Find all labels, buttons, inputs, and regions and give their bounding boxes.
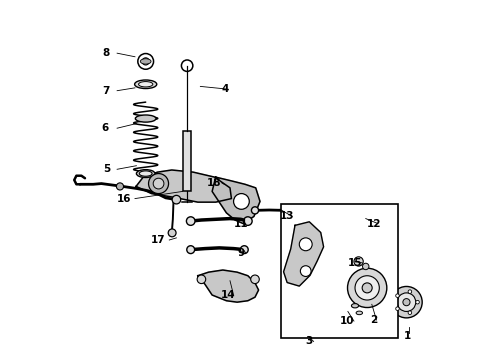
Bar [281,204,398,338]
Circle shape [142,58,149,65]
Circle shape [251,207,259,214]
Circle shape [355,276,379,300]
Circle shape [234,194,249,209]
Circle shape [168,229,176,237]
Circle shape [244,217,252,225]
Circle shape [299,238,312,251]
Circle shape [396,294,399,297]
Circle shape [408,290,412,293]
Ellipse shape [356,311,363,315]
Circle shape [186,217,195,225]
Ellipse shape [139,82,153,87]
Polygon shape [212,177,260,224]
Circle shape [396,307,399,310]
Circle shape [369,217,376,225]
Polygon shape [284,222,323,286]
Circle shape [362,283,372,293]
Circle shape [172,195,181,204]
Circle shape [341,216,348,223]
Polygon shape [198,270,259,302]
Text: 4: 4 [221,84,229,94]
Circle shape [408,311,412,315]
Text: 11: 11 [233,219,248,229]
Circle shape [300,266,311,276]
Circle shape [298,209,305,216]
Ellipse shape [136,170,155,177]
Circle shape [251,275,259,284]
Bar [183,131,191,191]
Circle shape [397,293,416,311]
Circle shape [148,174,169,194]
Ellipse shape [139,171,152,176]
Text: 18: 18 [206,178,221,188]
Circle shape [187,246,195,253]
Text: 1: 1 [404,332,411,342]
Ellipse shape [135,80,157,89]
Circle shape [354,257,363,266]
Text: 12: 12 [367,219,382,229]
Text: 13: 13 [280,211,294,221]
Text: 2: 2 [370,315,377,325]
Ellipse shape [135,115,156,122]
Text: 5: 5 [103,164,110,174]
Circle shape [403,298,410,306]
Text: 7: 7 [103,86,110,96]
Text: 17: 17 [151,235,166,245]
Circle shape [153,178,164,189]
Ellipse shape [351,303,359,308]
Circle shape [347,268,387,307]
Circle shape [117,183,123,190]
Text: 10: 10 [340,316,354,326]
Text: 9: 9 [238,248,245,258]
Circle shape [416,300,419,304]
Text: 3: 3 [306,337,313,346]
Text: 14: 14 [220,290,235,300]
Text: 8: 8 [103,48,110,58]
Circle shape [363,263,369,270]
Polygon shape [136,170,231,202]
Text: 16: 16 [117,194,131,203]
Text: 15: 15 [348,258,362,268]
Circle shape [391,287,422,318]
Circle shape [197,275,206,284]
Text: 6: 6 [101,123,109,133]
Ellipse shape [140,59,151,64]
Circle shape [241,246,248,253]
